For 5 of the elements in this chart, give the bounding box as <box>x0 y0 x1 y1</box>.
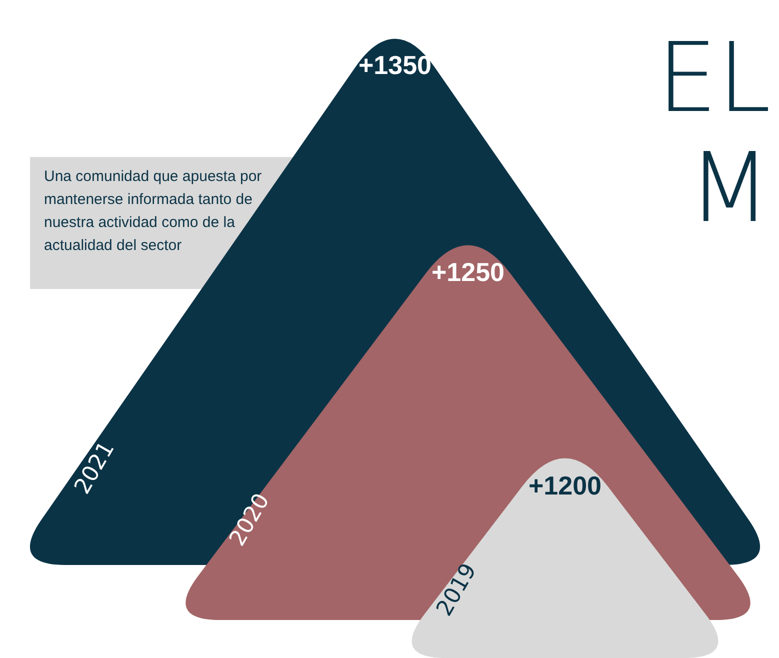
data-label: +1200 <box>528 470 602 500</box>
text: Una comunidad que apuesta por mantenerse informada tanto de nuestra actividad como de la actualidad del sector <box>44 168 266 254</box>
data-label: +1250 <box>431 257 505 288</box>
text: EL M <box>656 22 771 244</box>
data-label: +1350 <box>358 50 432 80</box>
